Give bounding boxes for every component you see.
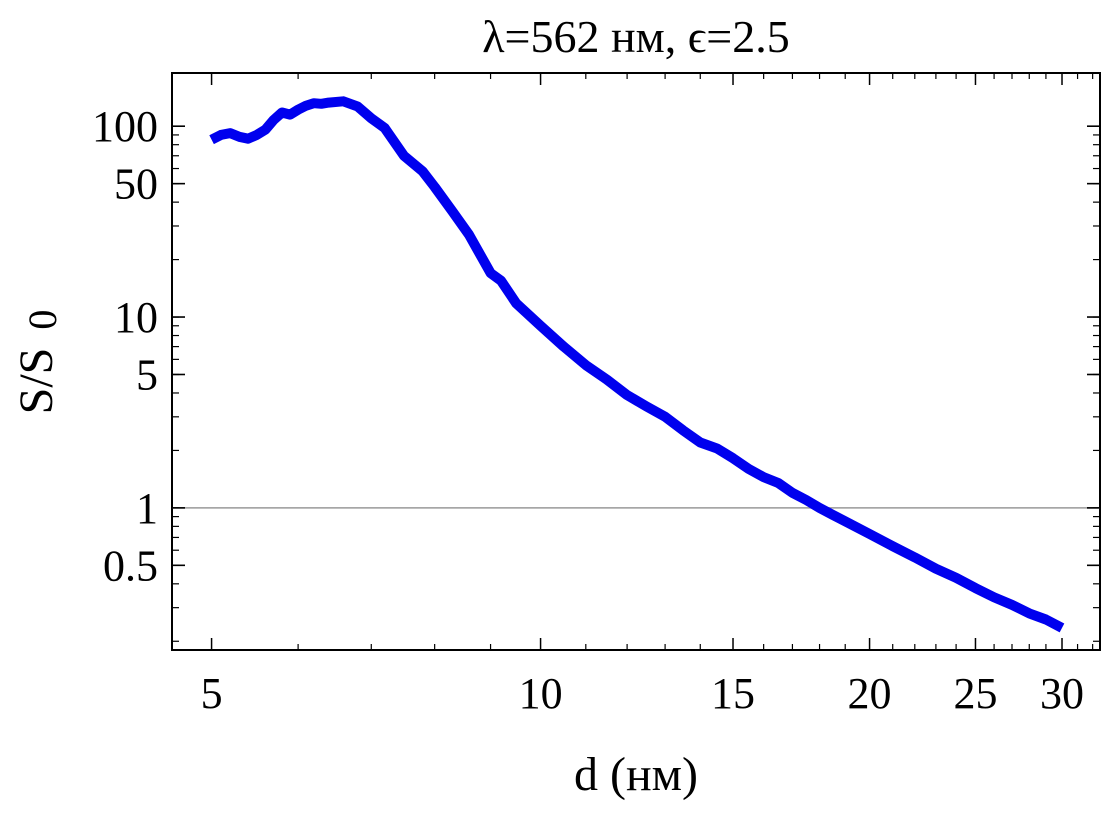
y-tick-label: 10 [114, 293, 158, 342]
y-tick-label: 100 [92, 102, 158, 151]
y-tick-label: 1 [136, 484, 158, 533]
x-tick-label: 20 [848, 669, 892, 718]
series-line [209, 96, 1065, 633]
y-axis-ticks: 0.5 1 5 10 50 100 [92, 102, 1100, 590]
y-tick-label: 50 [114, 160, 158, 209]
chart-title: λ=562 нм, ϵ=2.5 [482, 11, 790, 62]
x-tick-label: 25 [953, 669, 997, 718]
x-axis-label: d (нм) [574, 748, 698, 801]
x-tick-label: 5 [201, 669, 223, 718]
x-tick-label: 30 [1040, 669, 1084, 718]
series-group [209, 96, 1065, 633]
plot-frame [171, 72, 1101, 651]
y-axis-label-main: S/S [10, 348, 63, 415]
x-tick-label: 15 [711, 669, 755, 718]
x-tick-label: 10 [519, 669, 563, 718]
y-tick-label: 0.5 [103, 541, 158, 590]
x-axis-ticks: 5 10 15 20 25 30 [201, 73, 1094, 718]
y-axis-label-subscript: 0 [20, 310, 65, 330]
y-axis-label: S/S 0 [10, 310, 65, 415]
y-tick-label: 5 [136, 350, 158, 399]
y-minor-ticks [172, 125, 1100, 642]
